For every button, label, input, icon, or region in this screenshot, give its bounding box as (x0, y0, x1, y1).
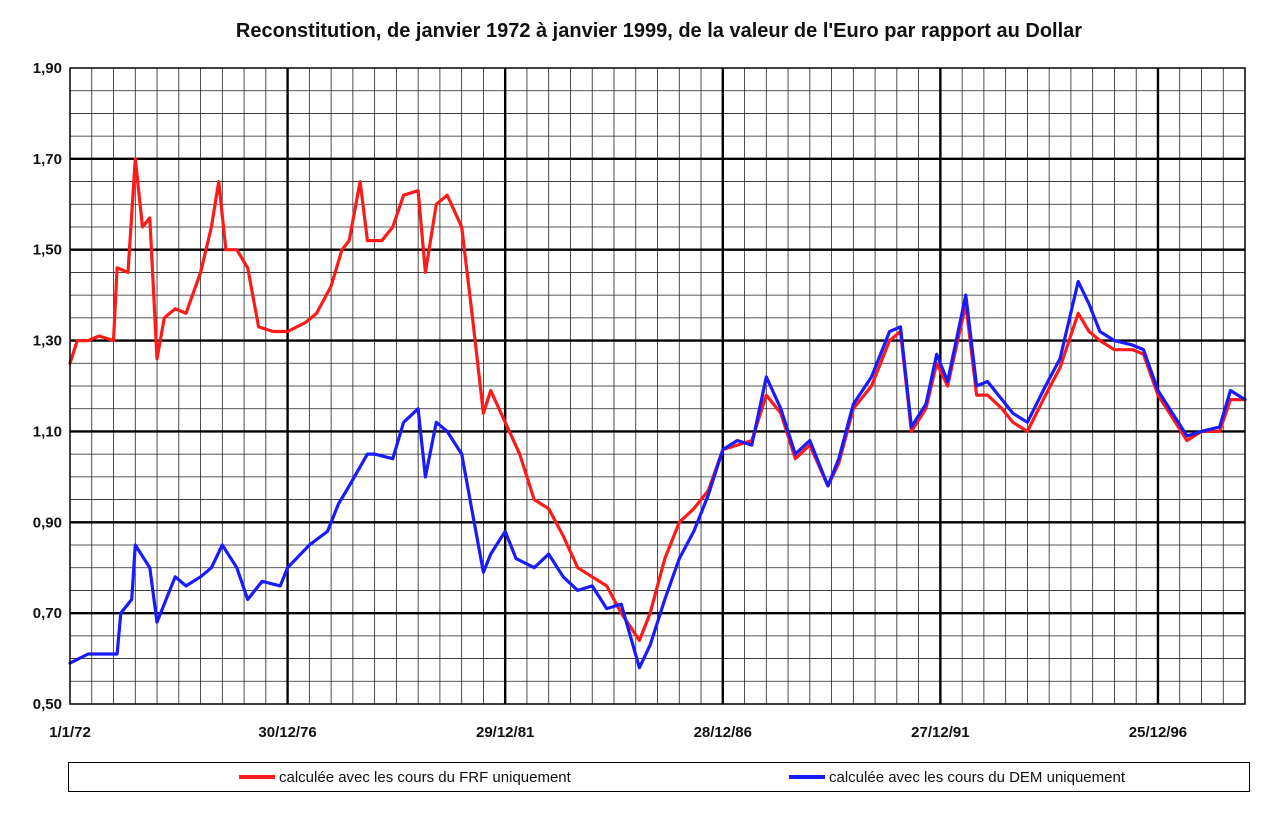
y-tick-label: 1,90 (33, 60, 62, 77)
axes: 0,50 0,70 0,90 1,10 1,30 1,50 1,70 1,90 1/1/72 30… (33, 60, 1246, 741)
legend-swatch-dem (789, 775, 825, 779)
y-tick-label: 1,10 (33, 423, 62, 440)
x-tick-label: 1/1/72 (49, 724, 91, 741)
legend-swatch-frf (239, 775, 275, 779)
y-tick-label: 0,70 (33, 605, 62, 622)
plot-frame (69, 67, 1246, 705)
x-tick-label: 27/12/91 (911, 724, 969, 741)
x-tick-label: 30/12/76 (258, 724, 316, 741)
y-tick-label: 1,30 (33, 333, 62, 350)
y-tick-label: 1,50 (33, 242, 62, 259)
y-tick-label: 1,70 (33, 151, 62, 168)
legend: calculée avec les cours du FRF uniquemen… (68, 762, 1250, 792)
series-layer (68, 157, 1247, 670)
x-tick-label: 25/12/96 (1129, 724, 1187, 741)
y-tick-label: 0,90 (33, 514, 62, 531)
x-tick-label: 28/12/86 (694, 724, 752, 741)
legend-label-frf: calculée avec les cours du FRF uniquemen… (279, 768, 571, 786)
x-tick-label: 29/12/81 (476, 724, 534, 741)
legend-label-dem: calculée avec les cours du DEM uniquemen… (829, 768, 1125, 786)
series-line-frf (68, 157, 1247, 643)
series-line-dem (68, 279, 1247, 670)
grid (70, 68, 1245, 704)
chart-title: Reconstitution, de janvier 1972 à janvie… (235, 20, 1083, 42)
legend-item-frf: calculée avec les cours du FRF uniquemen… (239, 763, 571, 791)
legend-item-dem: calculée avec les cours du DEM uniquemen… (789, 763, 1125, 791)
y-tick-label: 0,50 (33, 696, 62, 713)
